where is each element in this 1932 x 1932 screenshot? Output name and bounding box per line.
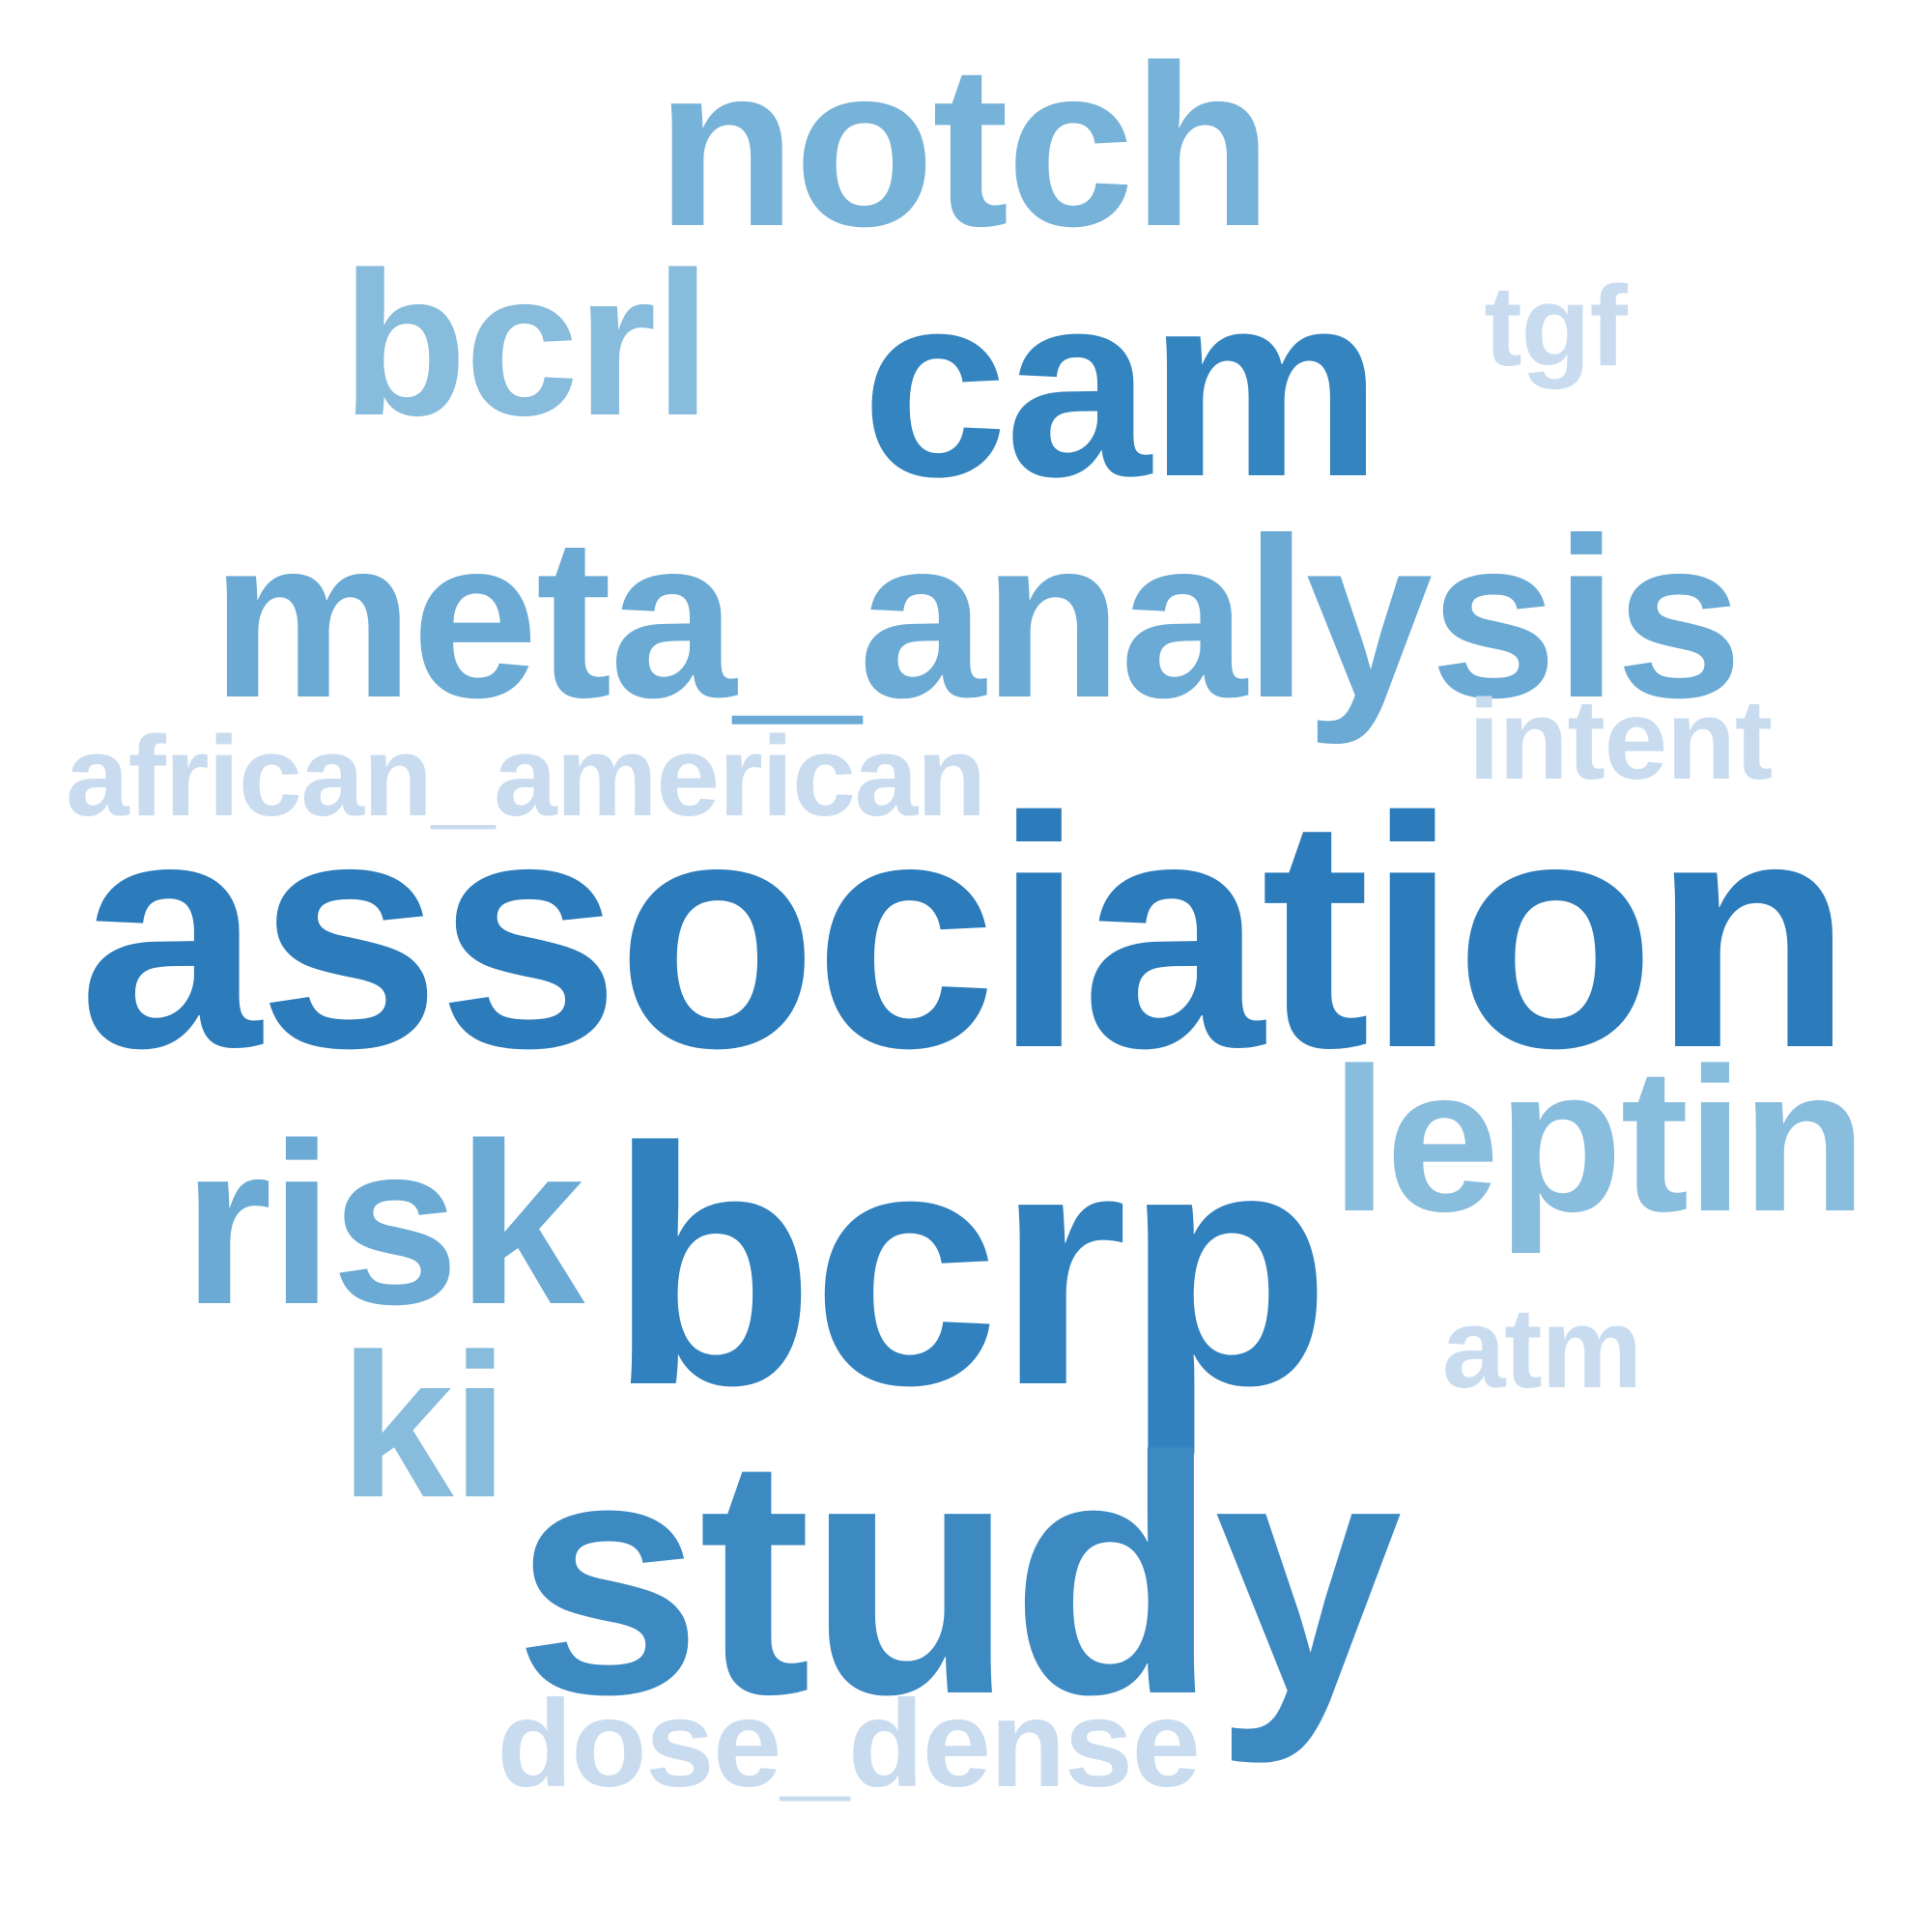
word-bcrl: bcrl bbox=[341, 229, 711, 458]
word-african-american: african_american bbox=[66, 713, 986, 840]
word-ki: ki bbox=[339, 1311, 509, 1540]
word-study: study bbox=[514, 1387, 1402, 1765]
word-association: association bbox=[78, 750, 1853, 1117]
word-intent: intent bbox=[1467, 676, 1773, 804]
word-meta-analysis: meta_analysis bbox=[211, 491, 1742, 746]
word-notch: notch bbox=[656, 18, 1272, 274]
word-tgf: tgf bbox=[1484, 263, 1627, 390]
word-risk: risk bbox=[183, 1096, 584, 1352]
word-leptin: leptin bbox=[1330, 1025, 1867, 1254]
word-atm: atm bbox=[1441, 1285, 1642, 1412]
word-dose-dense: dose_dense bbox=[497, 1675, 1200, 1813]
word-bcrp: bcrp bbox=[608, 1078, 1331, 1456]
word-cam: cam bbox=[861, 238, 1382, 531]
